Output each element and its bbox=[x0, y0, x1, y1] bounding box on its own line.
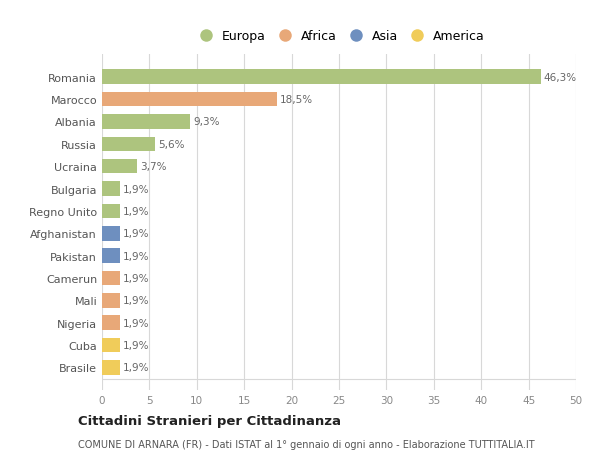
Bar bbox=[102, 293, 120, 308]
Text: 5,6%: 5,6% bbox=[158, 140, 184, 150]
Legend: Europa, Africa, Asia, America: Europa, Africa, Asia, America bbox=[191, 28, 487, 46]
Bar bbox=[102, 204, 120, 218]
Text: 3,7%: 3,7% bbox=[140, 162, 166, 172]
Bar bbox=[102, 70, 541, 85]
Bar bbox=[102, 316, 120, 330]
Bar bbox=[102, 360, 120, 375]
Text: 1,9%: 1,9% bbox=[123, 341, 149, 350]
Bar bbox=[102, 249, 120, 263]
Text: 1,9%: 1,9% bbox=[123, 274, 149, 283]
Bar bbox=[102, 160, 137, 174]
Text: 1,9%: 1,9% bbox=[123, 296, 149, 306]
Text: 1,9%: 1,9% bbox=[123, 229, 149, 239]
Bar bbox=[102, 182, 120, 196]
Text: 1,9%: 1,9% bbox=[123, 184, 149, 194]
Bar bbox=[102, 338, 120, 353]
Text: 46,3%: 46,3% bbox=[544, 73, 577, 83]
Bar bbox=[102, 227, 120, 241]
Text: 1,9%: 1,9% bbox=[123, 251, 149, 261]
Text: 1,9%: 1,9% bbox=[123, 318, 149, 328]
Text: COMUNE DI ARNARA (FR) - Dati ISTAT al 1° gennaio di ogni anno - Elaborazione TUT: COMUNE DI ARNARA (FR) - Dati ISTAT al 1°… bbox=[78, 440, 535, 449]
Bar bbox=[102, 137, 155, 152]
Text: 18,5%: 18,5% bbox=[280, 95, 313, 105]
Bar bbox=[102, 115, 190, 129]
Text: Cittadini Stranieri per Cittadinanza: Cittadini Stranieri per Cittadinanza bbox=[78, 414, 341, 428]
Text: 1,9%: 1,9% bbox=[123, 363, 149, 373]
Bar bbox=[102, 271, 120, 285]
Text: 1,9%: 1,9% bbox=[123, 207, 149, 217]
Text: 9,3%: 9,3% bbox=[193, 117, 220, 127]
Bar bbox=[102, 93, 277, 107]
